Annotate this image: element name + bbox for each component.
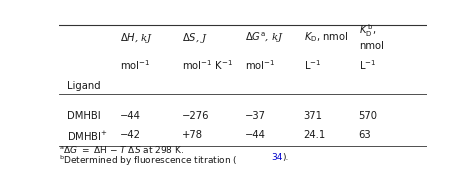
Text: $K_{\mathrm{D}}$, nmol: $K_{\mathrm{D}}$, nmol [303, 31, 348, 44]
Text: DMHBI$^{+}$: DMHBI$^{+}$ [66, 130, 108, 143]
Text: −44: −44 [120, 111, 141, 121]
Text: $\Delta H$, kJ: $\Delta H$, kJ [120, 31, 153, 45]
Text: mol$^{-1}$: mol$^{-1}$ [120, 58, 150, 71]
Text: ).: ). [282, 153, 288, 162]
Text: L$^{-1}$: L$^{-1}$ [303, 58, 321, 71]
Text: −37: −37 [245, 111, 266, 121]
Text: $\Delta G^{\mathrm{a}}$, kJ: $\Delta G^{\mathrm{a}}$, kJ [245, 31, 283, 45]
Text: Ligand: Ligand [66, 81, 100, 91]
Text: $^{\mathrm{b}}$Determined by fluorescence titration (: $^{\mathrm{b}}$Determined by fluorescenc… [59, 153, 238, 168]
Text: $K_{\mathrm{D}}^{\,\mathrm{b}}$,: $K_{\mathrm{D}}^{\,\mathrm{b}}$, [359, 23, 376, 39]
Text: 24.1: 24.1 [303, 130, 326, 140]
Text: $^{\mathrm{a}}\Delta G\ =\ \Delta$H $-\ T\ \Delta S$ at 298 K.: $^{\mathrm{a}}\Delta G\ =\ \Delta$H $-\ … [59, 144, 184, 155]
Text: −42: −42 [120, 130, 141, 140]
Text: mol$^{-1}$ K$^{-1}$: mol$^{-1}$ K$^{-1}$ [182, 58, 233, 71]
Text: −276: −276 [182, 111, 210, 121]
Text: 371: 371 [303, 111, 322, 121]
Text: −44: −44 [245, 130, 265, 140]
Text: nmol: nmol [359, 42, 383, 51]
Text: DMHBI: DMHBI [66, 111, 100, 121]
Text: 63: 63 [359, 130, 371, 140]
Text: 570: 570 [359, 111, 378, 121]
Text: $\Delta S$, J: $\Delta S$, J [182, 31, 209, 45]
Text: L$^{-1}$: L$^{-1}$ [359, 58, 376, 71]
Text: 34: 34 [272, 153, 283, 162]
Text: +78: +78 [182, 130, 203, 140]
Text: mol$^{-1}$: mol$^{-1}$ [245, 58, 275, 71]
